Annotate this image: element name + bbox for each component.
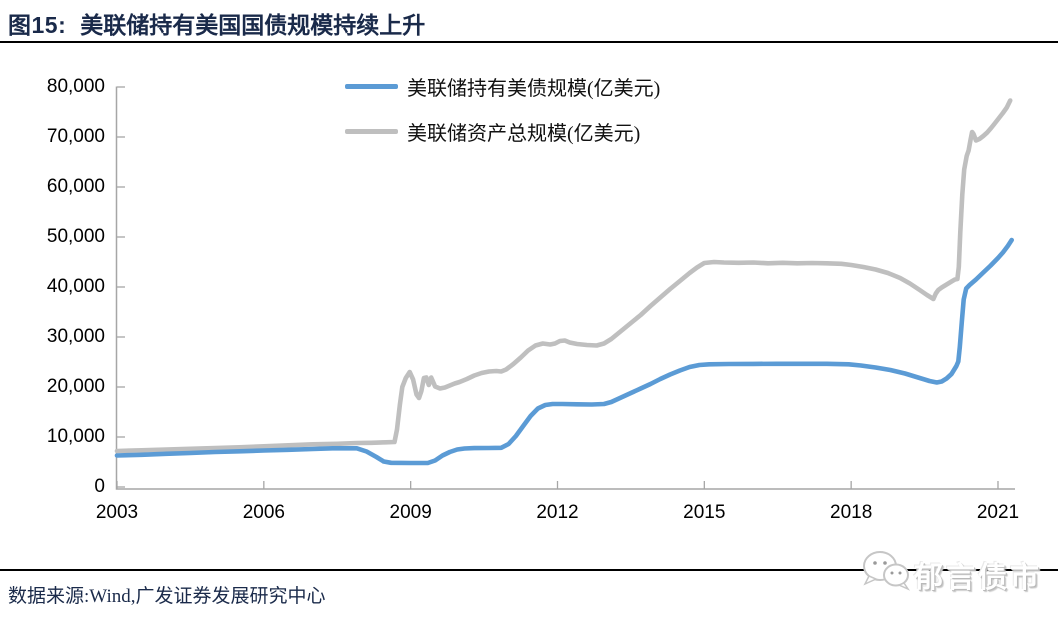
y-axis-label: 20,000 bbox=[46, 376, 105, 397]
figure-title: 美联储持有美国国债规模持续上升 bbox=[80, 13, 426, 38]
x-axis-label: 2003 bbox=[95, 502, 139, 523]
x-axis-label: 2012 bbox=[536, 502, 579, 523]
bottom-divider bbox=[0, 569, 1058, 571]
legend-item-fed-assets: 美联储资产总规模(亿美元) bbox=[345, 118, 660, 145]
legend-swatch-gray bbox=[345, 128, 398, 134]
brand-logo: 郁言债市 bbox=[852, 546, 1052, 596]
x-axis-label: 2018 bbox=[830, 502, 873, 523]
series-line-0 bbox=[114, 237, 1015, 466]
series-line-1 bbox=[114, 98, 1013, 454]
figure-header: 图15: 美联储持有美国国债规模持续上升 bbox=[8, 6, 1048, 40]
logo-text: 郁言债市 bbox=[914, 562, 1043, 594]
y-axis-label: 30,000 bbox=[46, 326, 105, 347]
y-axis-label: 50,000 bbox=[46, 226, 105, 247]
legend-swatch-blue bbox=[345, 83, 398, 89]
x-axis-label: 2015 bbox=[683, 502, 726, 523]
legend-label-fed-assets: 美联储资产总规模(亿美元) bbox=[407, 122, 641, 145]
source-text: 数据来源:Wind,广发证券发展研究中心 bbox=[8, 586, 326, 607]
legend-label-fed-treasury: 美联储持有美债规模(亿美元) bbox=[407, 77, 661, 100]
chart-legend: 美联储持有美债规模(亿美元) 美联储资产总规模(亿美元) bbox=[345, 73, 660, 163]
y-axis-label: 10,000 bbox=[46, 426, 105, 447]
legend-item-fed-treasury: 美联储持有美债规模(亿美元) bbox=[345, 73, 661, 100]
y-axis-label: 40,000 bbox=[46, 276, 105, 297]
x-axis-label: 2006 bbox=[242, 502, 285, 523]
y-axis-label: 70,000 bbox=[46, 126, 105, 147]
y-axis-label: 80,000 bbox=[46, 76, 105, 97]
x-axis-label: 2009 bbox=[389, 502, 432, 523]
y-axis-label: 60,000 bbox=[46, 176, 105, 197]
y-axis-label: 0 bbox=[94, 476, 105, 497]
figure-number: 图15: bbox=[8, 12, 67, 38]
x-axis-label: 2021 bbox=[976, 502, 1020, 523]
top-divider bbox=[0, 41, 1058, 43]
wechat-icon bbox=[863, 551, 911, 591]
